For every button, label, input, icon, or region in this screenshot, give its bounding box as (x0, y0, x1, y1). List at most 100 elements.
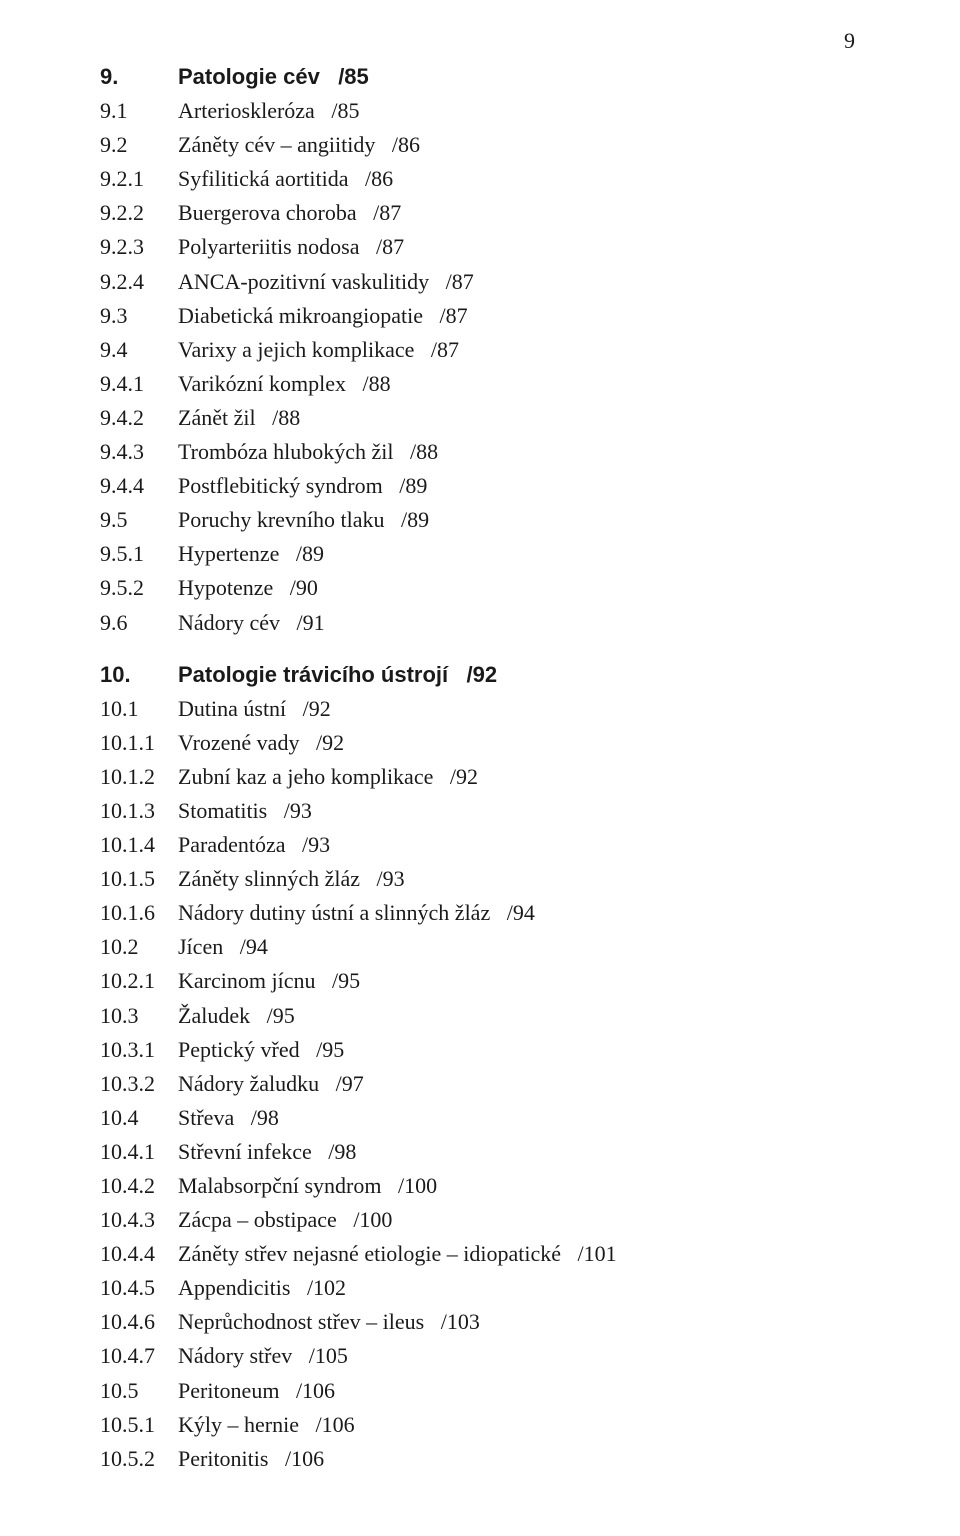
toc-entry-title: Dutina ústní (178, 696, 286, 721)
toc-entry-page: /86 (392, 132, 420, 157)
toc-entry-page: /88 (410, 439, 438, 464)
table-of-contents: 9.Patologie cév /859.1Arterioskleróza /8… (100, 60, 860, 1476)
toc-entry-page: /85 (331, 98, 359, 123)
toc-entry-title: Vrozené vady (178, 730, 299, 755)
toc-entry-number: 10.2.1 (100, 964, 178, 998)
toc-entry: 10.4Střeva /98 (100, 1101, 860, 1135)
toc-entry-number: 9.4.1 (100, 367, 178, 401)
toc-entry-title: Střevní infekce (178, 1139, 312, 1164)
toc-entry: 10.4.2Malabsorpční syndrom /100 (100, 1169, 860, 1203)
toc-entry-number: 9.2.4 (100, 265, 178, 299)
toc-entry-number: 9.3 (100, 299, 178, 333)
toc-entry: 9.Patologie cév /85 (100, 60, 860, 94)
toc-entry-title: Arterioskleróza (178, 98, 315, 123)
toc-entry-number: 9.4 (100, 333, 178, 367)
toc-entry-title: Patologie trávicího ústrojí (178, 662, 448, 687)
toc-entry-number: 10.1.2 (100, 760, 178, 794)
toc-entry-page: /88 (363, 371, 391, 396)
toc-entry-page: /100 (353, 1207, 392, 1232)
toc-entry-page: /89 (296, 541, 324, 566)
toc-entry-number: 9.2 (100, 128, 178, 162)
toc-entry: 10.4.7Nádory střev /105 (100, 1339, 860, 1373)
toc-entry-page: /103 (441, 1309, 480, 1334)
toc-entry-title: Polyarteriitis nodosa (178, 234, 359, 259)
toc-entry-title: ANCA-pozitivní vaskulitidy (178, 269, 429, 294)
toc-entry-page: /92 (467, 662, 498, 687)
toc-entry-number: 10.1.4 (100, 828, 178, 862)
toc-entry-title: Patologie cév (178, 64, 320, 89)
toc-entry: 9.4.3Trombóza hlubokých žil /88 (100, 435, 860, 469)
toc-entry: 10.2.1Karcinom jícnu /95 (100, 964, 860, 998)
toc-entry: 10.Patologie trávicího ústrojí /92 (100, 658, 860, 692)
toc-entry-page: /85 (338, 64, 369, 89)
toc-entry-number: 9. (100, 60, 178, 94)
toc-entry-number: 10.4.5 (100, 1271, 178, 1305)
toc-entry: 10.4.4Záněty střev nejasné etiologie – i… (100, 1237, 860, 1271)
toc-entry-number: 10.3 (100, 999, 178, 1033)
toc-entry-page: /91 (297, 610, 325, 635)
toc-entry: 10.4.5Appendicitis /102 (100, 1271, 860, 1305)
toc-entry-title: Appendicitis (178, 1275, 290, 1300)
toc-entry-page: /90 (290, 575, 318, 600)
toc-entry: 10.4.1Střevní infekce /98 (100, 1135, 860, 1169)
toc-entry: 9.4.4Postflebitický syndrom /89 (100, 469, 860, 503)
toc-entry: 10.1.5Záněty slinných žláz /93 (100, 862, 860, 896)
toc-entry-page: /106 (285, 1446, 324, 1471)
toc-entry: 10.1Dutina ústní /92 (100, 692, 860, 726)
toc-entry-title: Varixy a jejich komplikace (178, 337, 414, 362)
toc-entry-title: Hypotenze (178, 575, 273, 600)
toc-entry-page: /95 (332, 968, 360, 993)
toc-entry-number: 9.5.1 (100, 537, 178, 571)
toc-entry-page: /94 (507, 900, 535, 925)
toc-entry: 9.2Záněty cév – angiitidy /86 (100, 128, 860, 162)
toc-entry-number: 10.5.1 (100, 1408, 178, 1442)
toc-entry-title: Varikózní komplex (178, 371, 346, 396)
toc-entry-number: 9.5.2 (100, 571, 178, 605)
toc-entry-page: /95 (316, 1037, 344, 1062)
toc-entry-title: Postflebitický syndrom (178, 473, 383, 498)
toc-entry: 10.1.4Paradentóza /93 (100, 828, 860, 862)
toc-entry-title: Zubní kaz a jeho komplikace (178, 764, 433, 789)
toc-entry-title: Peritonitis (178, 1446, 268, 1471)
toc-entry-number: 9.4.3 (100, 435, 178, 469)
toc-entry: 10.2Jícen /94 (100, 930, 860, 964)
toc-entry-page: /93 (284, 798, 312, 823)
toc-entry-page: /89 (399, 473, 427, 498)
toc-entry: 9.4.2Zánět žil /88 (100, 401, 860, 435)
toc-entry: 9.2.2Buergerova choroba /87 (100, 196, 860, 230)
toc-entry-page: /106 (315, 1412, 354, 1437)
toc-entry: 9.5Poruchy krevního tlaku /89 (100, 503, 860, 537)
toc-entry: 9.2.4ANCA-pozitivní vaskulitidy /87 (100, 265, 860, 299)
toc-entry-page: /87 (376, 234, 404, 259)
toc-entry-title: Buergerova choroba (178, 200, 357, 225)
toc-entry: 10.4.6Neprůchodnost střev – ileus /103 (100, 1305, 860, 1339)
page-container: 9 9.Patologie cév /859.1Arterioskleróza … (0, 0, 960, 1536)
toc-entry-page: /101 (578, 1241, 617, 1266)
toc-entry-number: 10.1 (100, 692, 178, 726)
toc-entry-page: /98 (328, 1139, 356, 1164)
toc-entry-number: 10.4.7 (100, 1339, 178, 1373)
toc-entry: 9.3Diabetická mikroangiopatie /87 (100, 299, 860, 333)
toc-entry-number: 9.2.2 (100, 196, 178, 230)
toc-entry-page: /93 (302, 832, 330, 857)
toc-entry: 10.1.3Stomatitis /93 (100, 794, 860, 828)
toc-entry-title: Poruchy krevního tlaku (178, 507, 385, 532)
toc-entry-number: 10.1.3 (100, 794, 178, 828)
toc-entry-page: /86 (365, 166, 393, 191)
toc-entry-title: Malabsorpční syndrom (178, 1173, 381, 1198)
toc-entry-page: /87 (439, 303, 467, 328)
toc-entry-title: Záněty střev nejasné etiologie – idiopat… (178, 1241, 561, 1266)
toc-entry-page: /89 (401, 507, 429, 532)
toc-entry-title: Paradentóza (178, 832, 286, 857)
toc-entry: 10.5.1Kýly – hernie /106 (100, 1408, 860, 1442)
toc-entry-page: /93 (377, 866, 405, 891)
toc-entry-page: /94 (240, 934, 268, 959)
toc-entry-page: /100 (398, 1173, 437, 1198)
toc-entry-page: /92 (450, 764, 478, 789)
toc-entry-title: Nádory žaludku (178, 1071, 319, 1096)
toc-entry: 9.4.1Varikózní komplex /88 (100, 367, 860, 401)
toc-entry: 10.5Peritoneum /106 (100, 1374, 860, 1408)
toc-entry-page: /102 (307, 1275, 346, 1300)
toc-entry-number: 10.4.4 (100, 1237, 178, 1271)
toc-entry-number: 10.4.1 (100, 1135, 178, 1169)
